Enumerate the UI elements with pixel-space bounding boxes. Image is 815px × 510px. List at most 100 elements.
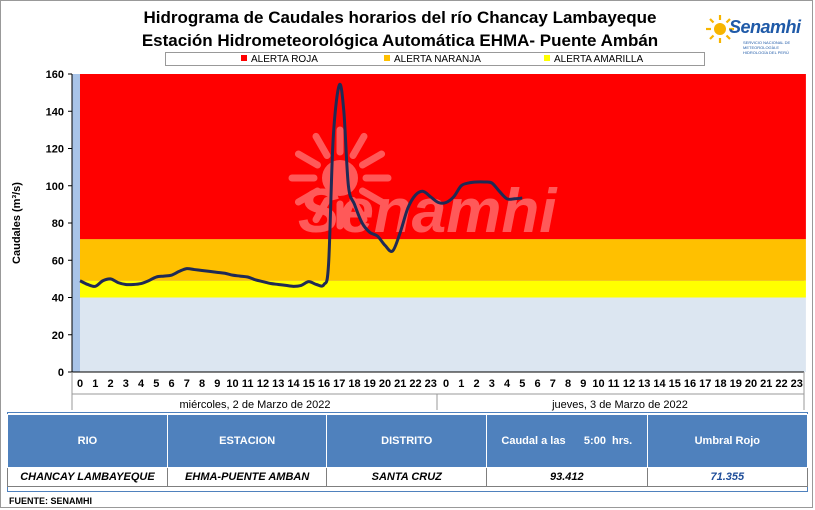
- x-tick-label: 2: [473, 378, 479, 390]
- x-tick-label: 22: [775, 378, 787, 390]
- legend-label-roja: ALERTA ROJA: [251, 54, 318, 65]
- x-tick-label: 21: [760, 378, 772, 390]
- x-tick-label: 17: [333, 378, 345, 390]
- watermark-ray: [359, 187, 386, 206]
- x-tick-label: 16: [684, 378, 696, 390]
- y-tick-label: 20: [52, 330, 64, 342]
- x-tick-label: 5: [519, 378, 525, 390]
- x-tick-label: 6: [534, 378, 540, 390]
- x-tick-label: 0: [77, 378, 83, 390]
- x-tick-label: 3: [489, 378, 495, 390]
- cell-estacion: EHMA-PUENTE AMBAN: [166, 467, 328, 487]
- legend-item-amarilla: ALERTA AMARILLA: [544, 54, 643, 66]
- x-tick-label: 9: [580, 378, 586, 390]
- header-rio: RIO: [7, 414, 168, 468]
- x-tick-label: 6: [168, 378, 174, 390]
- y-tick-label: 140: [46, 106, 64, 118]
- header-umbral: Umbral Rojo: [646, 414, 809, 468]
- x-tick-label: 11: [242, 378, 254, 390]
- header-caudal: Caudal a las 5:00 hrs.: [486, 414, 648, 468]
- legend-item-naranja: ALERTA NARANJA: [384, 54, 481, 66]
- legend-label-naranja: ALERTA NARANJA: [394, 54, 481, 65]
- x-tick-label: 16: [318, 378, 330, 390]
- band-alerta-amarilla: [80, 280, 806, 298]
- cell-distrito: SANTA CRUZ: [326, 467, 488, 487]
- x-tick-label: 17: [699, 378, 711, 390]
- x-tick-label: 20: [379, 378, 391, 390]
- x-tick-label: 8: [565, 378, 571, 390]
- x-tick-label: 15: [669, 378, 681, 390]
- series-line: [79, 82, 523, 288]
- y-axis-label: Caudales (m³/s): [11, 182, 23, 264]
- x-tick-label: 7: [184, 378, 190, 390]
- band-normal: [80, 297, 806, 372]
- watermark: Senamhi: [288, 126, 558, 246]
- x-tick-label: 4: [504, 378, 511, 390]
- source-note: FUENTE: SENAMHI: [9, 496, 92, 506]
- x-tick-label: 12: [623, 378, 635, 390]
- day-label: miércoles, 2 de Marzo de 2022: [179, 399, 330, 411]
- legend-swatch-amarilla: [544, 55, 550, 61]
- legend-swatch-naranja: [384, 55, 390, 61]
- x-tick-label: 3: [123, 378, 129, 390]
- x-tick-label: 14: [653, 378, 666, 390]
- band-alerta-roja: [80, 74, 806, 240]
- watermark-ray: [349, 132, 368, 159]
- y-tick-label: 60: [52, 255, 64, 267]
- legend-swatch-roja: [241, 55, 247, 61]
- logo-text: Senamhi: [729, 17, 801, 37]
- x-tick-label: 5: [153, 378, 159, 390]
- x-tick-label: 8: [199, 378, 205, 390]
- x-tick-label: 18: [714, 378, 726, 390]
- x-tick-label: 23: [791, 378, 803, 390]
- watermark-ray: [359, 150, 386, 169]
- watermark-ray: [312, 132, 331, 159]
- x-tick-label: 22: [409, 378, 421, 390]
- x-tick-label: 1: [458, 378, 464, 390]
- y-tick-label: 0: [58, 367, 64, 379]
- senamhi-logo: Senamhi SERVICIO NACIONAL DE METEOROLOGÍ…: [705, 8, 805, 55]
- header-estacion: ESTACION: [166, 414, 328, 468]
- y-tick-label: 160: [46, 69, 64, 81]
- x-tick-label: 7: [550, 378, 556, 390]
- x-tick-label: 13: [638, 378, 650, 390]
- x-tick-label: 10: [592, 378, 604, 390]
- logo-subtext: SERVICIO NACIONAL DE METEOROLOGÍA E HIDR…: [743, 40, 791, 55]
- x-tick-label: 19: [730, 378, 742, 390]
- watermark-ray: [312, 197, 331, 224]
- x-tick-label: 14: [287, 378, 300, 390]
- x-tick-label: 2: [107, 378, 113, 390]
- legend-label-amarilla: ALERTA AMARILLA: [554, 54, 644, 65]
- x-tick-label: 0: [443, 378, 449, 390]
- x-tick-label: 23: [425, 378, 437, 390]
- watermark-text: Senamhi: [298, 177, 558, 246]
- header-distrito: DISTRITO: [326, 414, 488, 468]
- x-tick-label: 13: [272, 378, 284, 390]
- cell-umbral: 71.355: [646, 467, 809, 487]
- x-tick-label: 20: [745, 378, 757, 390]
- cell-caudal: 93.412: [486, 467, 648, 487]
- y-tick-label: 120: [46, 144, 64, 156]
- watermark-ray: [294, 150, 321, 169]
- x-tick-label: 21: [394, 378, 406, 390]
- table-row: CHANCAY LAMBAYEQUE EHMA-PUENTE AMBAN SAN…: [7, 467, 809, 487]
- chart-title: Hidrograma de Caudales horarios del río …: [143, 8, 657, 27]
- cell-rio: CHANCAY LAMBAYEQUE: [7, 467, 168, 487]
- day-label: jueves, 3 de Marzo de 2022: [551, 399, 688, 411]
- x-tick-label: 19: [364, 378, 376, 390]
- x-tick-label: 11: [608, 378, 620, 390]
- table-header-row: RIO ESTACION DISTRITO Caudal a las 5:00 …: [7, 414, 809, 468]
- x-tick-label: 9: [214, 378, 220, 390]
- summary-table: RIO ESTACION DISTRITO Caudal a las 5:00 …: [7, 414, 809, 487]
- sun-icon: [706, 15, 734, 43]
- chart-subtitle: Estación Hidrometeorológica Automática E…: [141, 31, 659, 50]
- x-tick-label: 4: [138, 378, 145, 390]
- y-tick-label: 80: [52, 218, 64, 230]
- y-tick-label: 100: [46, 181, 64, 193]
- x-tick-label: 12: [257, 378, 269, 390]
- legend-item-roja: ALERTA ROJA: [241, 54, 318, 66]
- x-tick-label: 15: [303, 378, 315, 390]
- band-alerta-naranja: [80, 239, 806, 281]
